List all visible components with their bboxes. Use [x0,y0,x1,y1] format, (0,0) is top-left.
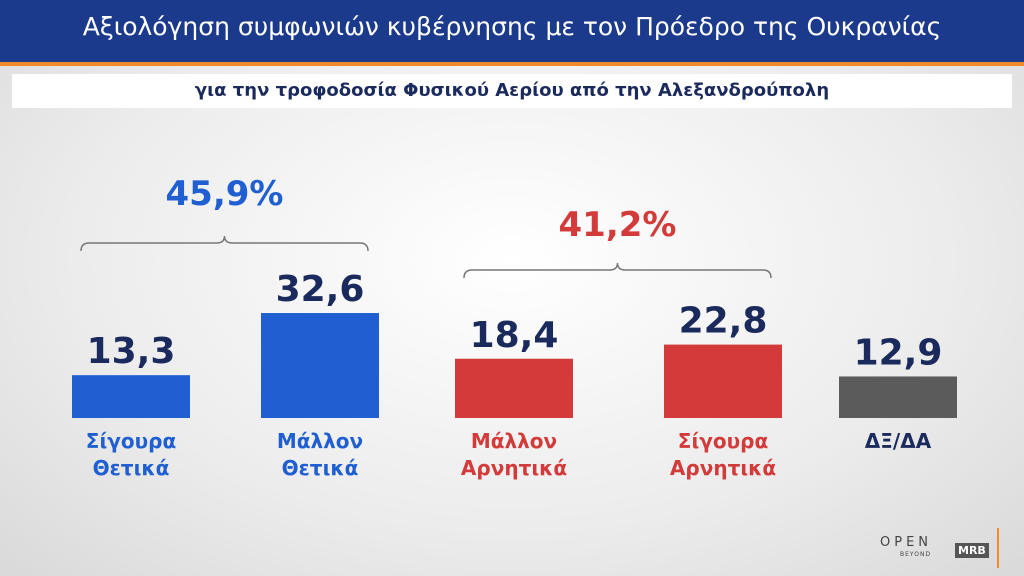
category-label: ΔΞ/ΔΑ [864,429,932,453]
category-label: Σίγουρα Αρνητικά [669,429,777,480]
bar [664,344,782,418]
value-label: 13,3 [87,331,176,372]
group-bracket [80,235,369,252]
header-band [0,0,1024,66]
group-label: 45,9% [166,174,284,214]
value-label: 18,4 [470,315,559,356]
group-label: 41,2% [559,205,677,245]
value-label: 22,8 [679,301,768,342]
subtitle: για την τροφοδοσία Φυσικού Αερίου από τη… [194,80,830,101]
bar [839,376,957,418]
bar [261,313,379,418]
category-label: Σίγουρα Θετικά [85,429,177,480]
subtitle-band: για την τροφοδοσία Φυσικού Αερίου από τη… [12,74,1012,108]
category-label: Μάλλον Αρνητικά [460,429,568,480]
logo-beyond: BEYOND [900,551,932,558]
group-bracket [463,262,772,279]
logo-open: OPEN [880,535,933,550]
value-label: 12,9 [854,332,943,373]
bar [455,358,573,418]
value-label: 32,6 [276,269,365,310]
logo-mrb: MRB [955,543,989,558]
bar [72,375,190,418]
logo-divider [997,528,999,568]
title: Αξιολόγηση συμφωνιών κυβέρνησης με τον Π… [82,12,942,41]
category-label: Μάλλον Θετικά [276,429,364,480]
